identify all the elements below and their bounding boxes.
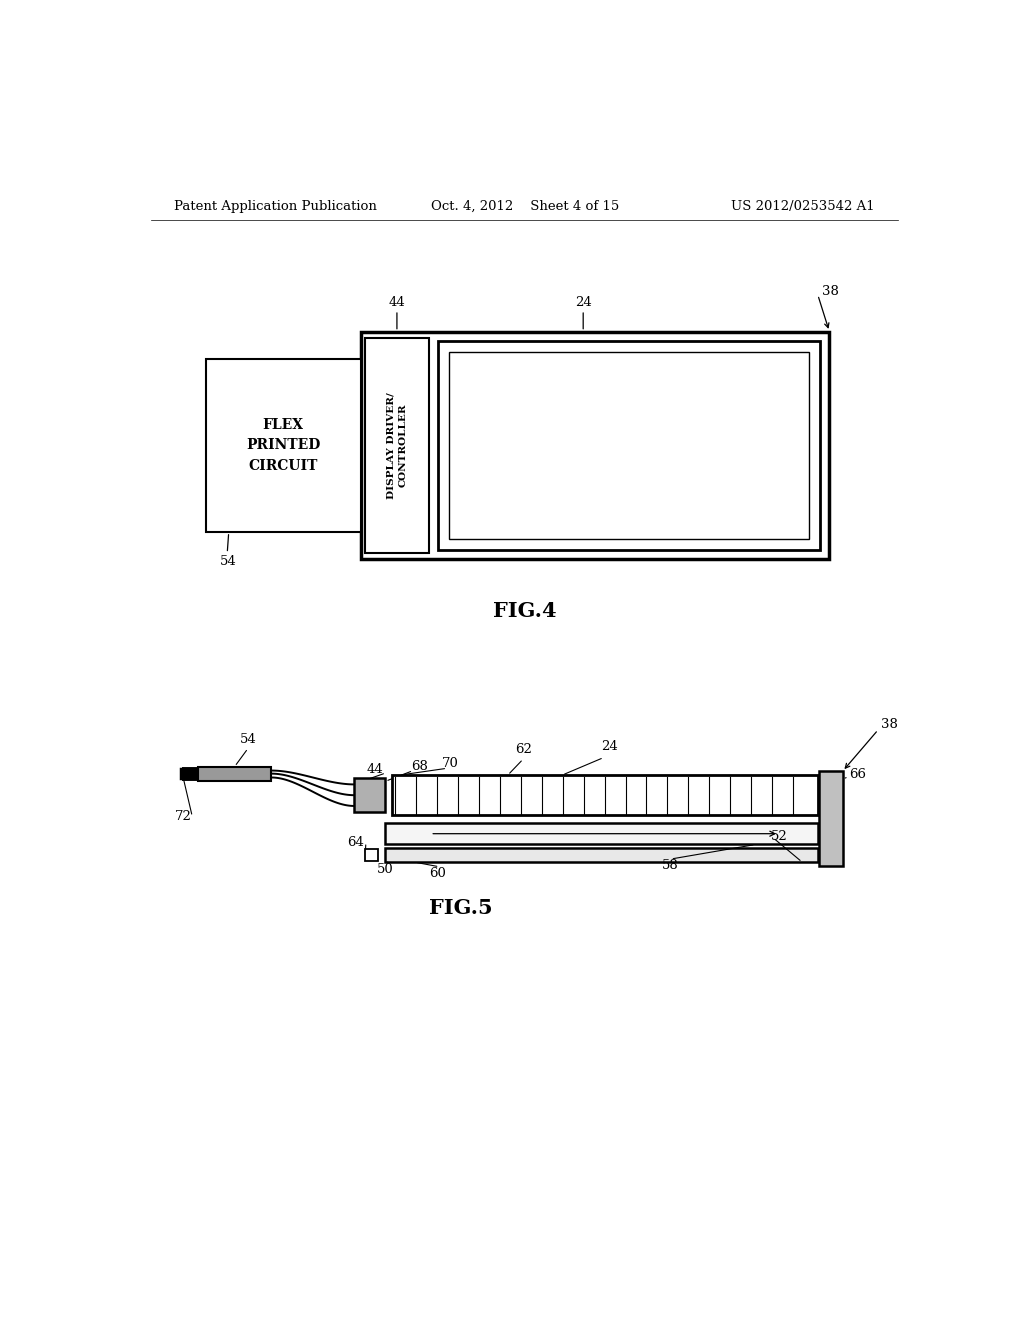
Polygon shape xyxy=(438,341,820,549)
Text: 54: 54 xyxy=(240,733,256,746)
Text: US 2012/0253542 A1: US 2012/0253542 A1 xyxy=(731,199,876,213)
Text: 60: 60 xyxy=(429,867,446,880)
Text: DISPLAY DRIVER/
CONTROLLER: DISPLAY DRIVER/ CONTROLLER xyxy=(386,392,408,499)
Text: 24: 24 xyxy=(574,296,592,309)
Text: 70: 70 xyxy=(442,758,459,770)
Polygon shape xyxy=(449,351,809,539)
Text: 68: 68 xyxy=(411,760,428,774)
Text: 72: 72 xyxy=(175,810,191,824)
Text: FLEX
PRINTED
CIRCUIT: FLEX PRINTED CIRCUIT xyxy=(246,417,321,473)
Polygon shape xyxy=(391,775,818,816)
Polygon shape xyxy=(819,771,843,866)
Polygon shape xyxy=(366,849,378,862)
Text: FIG.5: FIG.5 xyxy=(429,898,494,917)
Polygon shape xyxy=(198,767,271,780)
Polygon shape xyxy=(354,779,385,812)
Text: 64: 64 xyxy=(347,836,365,849)
Polygon shape xyxy=(366,338,429,553)
Polygon shape xyxy=(385,849,818,862)
Text: DISPLAY  PANEL: DISPLAY PANEL xyxy=(550,437,708,454)
Text: 44: 44 xyxy=(367,763,384,776)
Text: FIG.4: FIG.4 xyxy=(493,601,557,622)
Text: 62: 62 xyxy=(515,743,531,756)
Text: 50: 50 xyxy=(377,863,393,876)
Text: 38: 38 xyxy=(882,718,898,731)
Polygon shape xyxy=(360,331,829,558)
Polygon shape xyxy=(385,822,818,845)
Text: 58: 58 xyxy=(663,859,679,873)
Text: 24: 24 xyxy=(601,739,617,752)
Text: 54: 54 xyxy=(219,554,237,568)
Text: 38: 38 xyxy=(821,285,839,298)
Text: 52: 52 xyxy=(771,829,788,842)
Text: Patent Application Publication: Patent Application Publication xyxy=(174,199,378,213)
Text: Oct. 4, 2012    Sheet 4 of 15: Oct. 4, 2012 Sheet 4 of 15 xyxy=(431,199,618,213)
Text: 44: 44 xyxy=(388,296,406,309)
Text: 66: 66 xyxy=(849,768,865,781)
Polygon shape xyxy=(206,359,360,532)
